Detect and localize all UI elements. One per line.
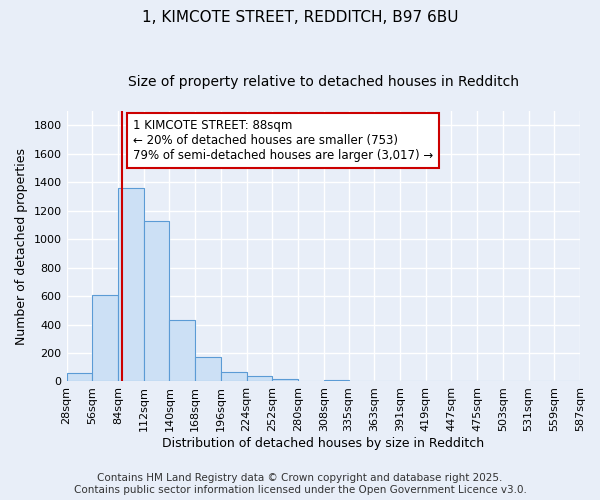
Bar — [92, 295, 118, 382]
Text: 1 KIMCOTE STREET: 88sqm
← 20% of detached houses are smaller (753)
79% of semi-d: 1 KIMCOTE STREET: 88sqm ← 20% of detache… — [133, 119, 434, 162]
Bar — [272, 380, 298, 382]
Bar — [67, 374, 92, 382]
Text: 1, KIMCOTE STREET, REDDITCH, B97 6BU: 1, KIMCOTE STREET, REDDITCH, B97 6BU — [142, 10, 458, 25]
Bar — [247, 376, 272, 382]
Bar — [324, 380, 349, 382]
Bar — [143, 220, 169, 382]
Bar — [118, 188, 143, 382]
Bar — [169, 320, 195, 382]
Bar — [195, 358, 221, 382]
Bar — [221, 372, 247, 382]
Y-axis label: Number of detached properties: Number of detached properties — [15, 148, 28, 344]
X-axis label: Distribution of detached houses by size in Redditch: Distribution of detached houses by size … — [162, 437, 484, 450]
Bar — [298, 380, 324, 382]
Title: Size of property relative to detached houses in Redditch: Size of property relative to detached ho… — [128, 75, 519, 89]
Text: Contains HM Land Registry data © Crown copyright and database right 2025.
Contai: Contains HM Land Registry data © Crown c… — [74, 474, 526, 495]
